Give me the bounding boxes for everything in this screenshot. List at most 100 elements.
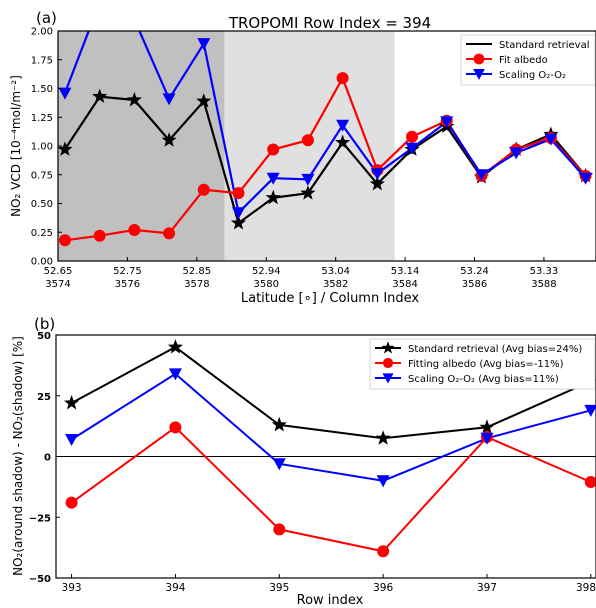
data-point-s1-5: [584, 476, 596, 489]
legend-label: Fitting albedo (Avg bias=-11%): [408, 359, 564, 370]
legend-box: [369, 338, 596, 390]
legend-marker: [381, 341, 395, 354]
data-point-s1-5: [232, 187, 245, 200]
data-point-s0-0: [64, 395, 80, 410]
data-point-s0-4: [479, 419, 495, 434]
data-point-s0-2: [126, 92, 142, 107]
panel-b-x-axis-label: Row index: [297, 593, 364, 608]
data-point-s1-0: [65, 496, 78, 509]
data-point-s2-15: [579, 172, 593, 185]
data-point-s1-3: [163, 227, 176, 240]
data-point-s2-14: [544, 133, 558, 146]
panel-a-legend: Standard retrieval Fit albedo Scaling O₂-O…: [460, 34, 596, 86]
y-tick-label: 1.75: [31, 55, 53, 66]
legend-marker: [473, 69, 485, 80]
series-line-2: [63, 31, 587, 215]
data-point-s1-8: [336, 72, 349, 85]
data-point-s2-5: [584, 404, 596, 417]
x-tick-label-top: 52.75: [113, 266, 142, 277]
data-point-s0-1: [92, 88, 108, 103]
data-point-s1-1: [169, 421, 182, 434]
x-tick-label-top: 53.24: [460, 266, 489, 277]
panel-a-plot-area: 0.00 0.25 0.50 0.75 1.00 1.25 1.50 1.75 2.00 52.6…: [31, 0, 596, 290]
data-point-s0-8: [335, 134, 351, 149]
data-point-s2-7: [301, 173, 315, 186]
legend-label: Scaling O₂-O₂ (Avg bias=11%): [408, 374, 559, 385]
series-line-2: [71, 372, 592, 482]
x-tick-label-bottom: 3578: [184, 279, 209, 290]
data-point-s2-3: [376, 475, 390, 488]
legend-marker: [382, 357, 394, 369]
data-point-s0-4: [196, 93, 212, 108]
x-tick-label-top: 52.85: [183, 266, 212, 277]
y-tick-label: 0.75: [31, 170, 53, 181]
data-point-s2-2: [128, 14, 141, 26]
data-point-s0-2: [271, 416, 287, 432]
legend-marker: [382, 373, 394, 384]
data-point-s0-7: [300, 185, 316, 200]
x-tick-label-bottom: 3576: [115, 279, 140, 290]
data-point-s2-1: [168, 368, 182, 381]
legend-label: Scaling O₂-O₂: [499, 70, 566, 81]
data-point-s1-7: [301, 134, 314, 147]
data-point-s2-1: [93, 0, 106, 9]
legend-label: Fit albedo: [499, 55, 548, 66]
y-tick-label: 1.00: [31, 142, 53, 153]
y-tick-label: 0.25: [31, 228, 53, 239]
x-tick-label: 395: [269, 582, 289, 594]
data-point-s1-10: [406, 130, 419, 143]
panel-a-y-axis-label: NO₂ VCD [10⁻⁴mol/m⁻²]: [9, 75, 23, 217]
data-point-s1-6: [267, 143, 280, 156]
data-point-s2-4: [480, 432, 494, 445]
data-point-s2-9: [370, 168, 384, 181]
panel-b-plot-area: −50 −25 0 25 50 393 394 395 396 397 398: [29, 331, 596, 594]
data-point-s2-11: [440, 116, 454, 129]
data-point-s0-5: [230, 215, 247, 230]
legend-label: Standard retrieval: [499, 40, 590, 51]
y-tick-label: 1.50: [31, 84, 53, 95]
x-tick-label-bottom: 3586: [462, 279, 487, 290]
y-tick-label: 0.00: [31, 257, 53, 268]
x-tick-label-top: 53.04: [321, 266, 350, 277]
series-line-0: [71, 345, 592, 440]
panel-b-y-axis-label: NO₂(around shadow) - NO₂(shadow) [%]: [11, 336, 25, 576]
x-tick-label-bottom: 3574: [45, 279, 70, 290]
y-tick-label: 50: [37, 331, 51, 342]
data-point-s1-1: [93, 229, 106, 242]
x-tick-label-bottom: 3582: [323, 279, 348, 290]
data-point-s1-2: [273, 523, 286, 536]
data-point-s2-6: [266, 172, 280, 185]
data-point-s2-3: [162, 93, 176, 106]
x-tick-label-top: 53.33: [530, 266, 559, 277]
legend-marker: [473, 53, 485, 65]
x-tick-label: 396: [373, 582, 393, 594]
y-tick-label: 2.00: [31, 27, 53, 38]
data-point-s2-12: [474, 169, 488, 182]
data-point-s2-4: [197, 38, 211, 51]
x-tick-label: 394: [165, 582, 185, 594]
x-tick-label: 397: [477, 582, 497, 594]
y-tick-label: 0.50: [31, 199, 53, 210]
x-tick-label-bottom: 3580: [254, 279, 279, 290]
panel-b-legend: Standard retrieval (Avg bias=24%) Fitting…: [369, 338, 596, 390]
panel-a-label: (a): [36, 9, 57, 27]
data-point-s0-0: [58, 141, 73, 156]
data-point-s2-2: [272, 458, 286, 471]
panel-b-label: (b): [34, 315, 55, 333]
data-point-s0-6: [265, 189, 281, 205]
shaded-region-1: [224, 31, 395, 261]
panel-b: (b) −50 −25 0 25 50 393 394 395 396 397 398 Row in…: [11, 315, 596, 608]
y-tick-label: 1.25: [31, 113, 53, 124]
data-point-s2-0: [58, 87, 72, 100]
data-point-s2-0: [65, 433, 79, 446]
y-tick-label: 25: [37, 392, 51, 403]
panel-a-title: TROPOMI Row Index = 394: [228, 14, 431, 32]
x-tick-label: 393: [62, 582, 82, 594]
data-point-s1-2: [128, 223, 141, 236]
x-tick-label-bottom: 3584: [392, 279, 417, 290]
data-point-s2-5: [231, 207, 245, 220]
panel-a: (a) TROPOMI Row Index = 394 0.00 0.25 0.50…: [9, 0, 596, 306]
data-point-s1-0: [58, 234, 71, 247]
data-point-s1-4: [197, 183, 210, 196]
